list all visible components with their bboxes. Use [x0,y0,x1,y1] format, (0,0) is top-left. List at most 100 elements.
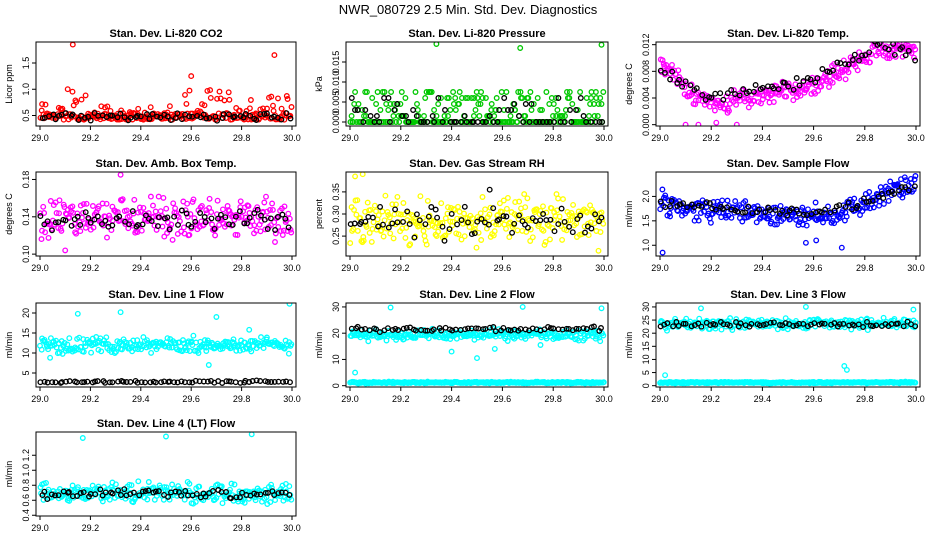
panel-2-analyzer-point [528,107,535,113]
panel-10-reference-point [55,492,62,499]
panel-1-reference-point [231,113,238,120]
panel-2-reference-point [561,119,568,125]
panel-2-analyzer-point [398,89,405,95]
panel-5-analyzer-point [496,200,503,207]
panel-5-analyzer-point [435,228,442,235]
panel-1-reference-point [127,114,134,121]
panel-5-analyzer-point [449,218,456,225]
panel-6-reference-point [706,200,713,207]
panel-1-analyzer-point [275,95,281,102]
panel-6-analyzer-outlier [813,237,820,244]
panel-1-reference-point [154,113,161,120]
panel-5-analyzer-point [416,222,423,229]
panel-7-analyzer-point [134,337,141,344]
panel-4-reference-point [226,221,232,228]
panel-5-reference-point [439,223,446,230]
panel-6-ylabel: ml/min [624,201,634,228]
panel-7-reference-point [287,379,293,386]
panel-4-reference-point [215,215,221,222]
panel-6-reference-point [822,206,829,213]
panel-2-analyzer-point [517,89,524,95]
panel-9-ytick-label: 25 [641,315,651,325]
panel-1-ylabel: Licor ppm [4,64,14,104]
panel-8-ytick-label: 30 [331,302,341,312]
panel-3-analyzer-point [876,42,879,43]
panel-6-analyzer-point [769,210,776,217]
panel-3-reference-point [856,57,862,64]
panel-5-analyzer-point [373,208,379,215]
panel-4-analyzer-point [237,198,244,205]
panel-7-title: Stan. Dev. Line 1 Flow [108,289,224,301]
panel-9-ytick-label: 15 [641,341,651,351]
panel-2-analyzer-point [527,89,534,95]
panel-4-analyzer-point [56,210,63,217]
panel-1-xtick-label: 29.2 [82,133,100,143]
panel-6-analyzer-point [777,202,784,209]
panel-7-analyzer-outlier [117,309,124,316]
panel-4-reference-point [258,212,264,219]
panel-3-analyzer-point [675,67,682,74]
panel-6-analyzer-point [820,219,826,226]
panel-8-analyzer-point [393,336,400,343]
panel-3-reference-point [693,85,700,92]
panel-5-reference-point [406,221,413,228]
panel-4-analyzer-point [169,236,176,243]
panel-9-reference-point [831,320,838,327]
panel-3-frame [655,41,921,127]
panel-2-analyzer-point [530,101,537,107]
panel-4-analyzer-point [226,207,233,214]
panel-5-analyzer-point [540,203,546,210]
panel-9-xtick-label: 30.0 [907,394,925,404]
panel-1-reference-point [263,110,270,117]
panel-10-reference-point [74,493,81,499]
panel-8-analyzer-outlier [491,345,498,352]
panel-5-analyzer-point [445,204,451,211]
panel-8-reference-point [449,327,456,334]
panel-10-analyzer-point [80,486,87,493]
panel-5-reference-point [377,203,384,210]
panel-6-reference-point [684,204,690,211]
panel-1-points [37,42,295,124]
panel-5-analyzer-point [354,197,361,204]
panel-8-xtick-label: 29.8 [544,394,562,404]
panel-10-reference-point [237,494,243,501]
panel-2-reference-point [526,119,533,125]
panel-7-xtick-label: 30.0 [283,394,301,404]
panel-2-analyzer-point [554,107,561,113]
panel-4-analyzer-point [123,207,130,214]
panel-5-reference-point [592,211,599,218]
panel-3-analyzer-point [812,90,819,97]
panel-2-reference-point [442,107,448,113]
panel-7-reference-point [52,379,59,386]
panel-5-reference-point [411,234,418,241]
panel-3-analyzer-point [759,96,766,103]
panel-7-reference-point [280,378,287,385]
panel-9-reference-point [776,322,783,328]
panel-1-frame [35,41,297,127]
panel-5-analyzer-point [591,220,598,227]
panel-5-reference-point [574,216,581,223]
panel-9-xtick-label: 29.2 [702,394,720,404]
panel-2-analyzer-point [550,113,556,119]
panel-9-reference-point [664,320,671,327]
panel-2-analyzer-point [556,113,563,119]
panel-2-analyzer-point [391,101,397,107]
panel-3-reference-point [750,88,757,95]
panel-3-reference-point [842,61,849,68]
panel-4-reference-point [94,213,101,220]
panel-3-reference-point [676,76,682,83]
panel-6-analyzer-point [787,216,794,223]
panel-2-analyzer-point [587,101,594,107]
panel-7-reference-point [265,378,271,385]
panel-9-analyzer-outlier [910,306,917,313]
panel-2-analyzer-point [459,95,465,101]
panel-2-analyzer-point [523,119,530,125]
panel-1-analyzer-point [107,107,114,114]
panel-5-analyzer-point [423,241,430,248]
panel-8-reference-point [465,325,471,332]
panel-5-reference-point [389,220,396,227]
panel-3-xtick-label: 29.2 [702,133,720,143]
panel-1-reference-point [144,111,150,118]
panel-10: Stan. Dev. Line 4 (LT) Flow ml/min 29.0 29.… [4,418,301,533]
panel-9-reference-point [818,320,825,327]
